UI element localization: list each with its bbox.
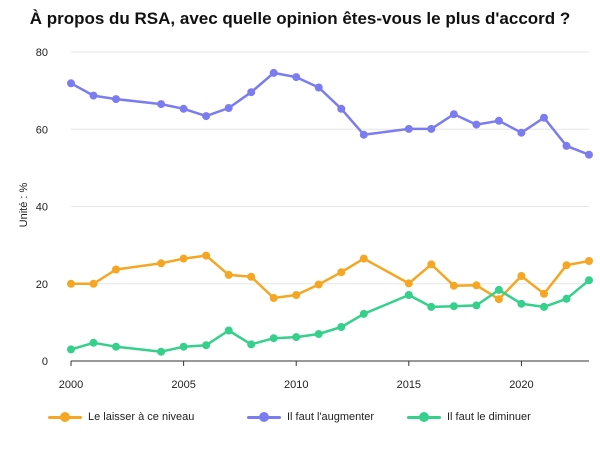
data-point xyxy=(517,299,526,308)
data-point xyxy=(202,341,211,350)
legend: Le laisser à ce niveau Il faut l'augment… xyxy=(0,410,600,432)
data-point xyxy=(179,254,188,263)
data-point xyxy=(517,128,526,137)
series-line xyxy=(69,279,591,353)
data-point xyxy=(224,104,233,112)
x-tick-label: 2000 xyxy=(59,379,83,391)
data-point xyxy=(540,302,548,311)
data-point xyxy=(540,289,548,298)
data-point xyxy=(89,279,98,288)
data-point xyxy=(269,68,278,77)
series-3 xyxy=(67,276,593,356)
data-point xyxy=(472,301,481,310)
series-line xyxy=(69,71,591,156)
data-point xyxy=(179,104,188,113)
data-point xyxy=(202,112,211,121)
x-tick-label: 2020 xyxy=(509,379,533,391)
data-point xyxy=(517,272,526,280)
data-point xyxy=(157,347,166,356)
data-point xyxy=(89,338,98,347)
data-point xyxy=(585,150,593,159)
x-tick-label: 2015 xyxy=(397,379,421,391)
data-point xyxy=(247,340,256,349)
legend-item-le-laisser[interactable]: Le laisser à ce niveau xyxy=(48,410,194,424)
data-point xyxy=(224,270,233,279)
series-1 xyxy=(67,251,593,304)
legend-label: Il faut le diminuer xyxy=(447,411,531,423)
x-tick-label: 2005 xyxy=(171,379,195,391)
data-point xyxy=(67,345,75,354)
data-point xyxy=(585,276,593,285)
legend-item-diminuer[interactable]: Il faut le diminuer xyxy=(407,410,531,424)
y-tick-label: 80 xyxy=(36,47,48,59)
legend-label: Le laisser à ce niveau xyxy=(88,411,195,423)
chart-title: À propos du RSA, avec quelle opinion ête… xyxy=(29,9,571,28)
data-point xyxy=(494,285,503,294)
data-point xyxy=(314,280,323,289)
data-point xyxy=(337,104,346,113)
data-point xyxy=(404,124,413,133)
data-point xyxy=(67,79,75,88)
data-point xyxy=(494,295,503,304)
data-point xyxy=(337,323,346,331)
data-point xyxy=(494,116,503,125)
data-point xyxy=(359,130,368,139)
data-point xyxy=(562,294,571,303)
data-point xyxy=(562,141,571,150)
data-point xyxy=(359,309,368,318)
series-line xyxy=(69,254,591,301)
data-point xyxy=(585,257,593,265)
data-point xyxy=(562,261,571,270)
data-point xyxy=(472,120,481,129)
data-point xyxy=(449,302,458,311)
data-point xyxy=(224,326,233,335)
data-point xyxy=(269,334,278,343)
data-point xyxy=(404,291,413,299)
data-point xyxy=(179,342,188,351)
data-point xyxy=(314,330,323,338)
data-point xyxy=(112,95,120,104)
data-point xyxy=(449,281,458,290)
data-point xyxy=(427,302,436,311)
data-point xyxy=(292,291,301,299)
legend-swatch xyxy=(48,410,82,424)
data-point xyxy=(112,342,120,351)
legend-label: Il faut l'augmenter xyxy=(287,411,375,423)
data-point xyxy=(472,281,481,290)
data-point xyxy=(269,294,278,302)
data-point xyxy=(202,251,211,260)
data-point xyxy=(427,124,436,133)
data-point xyxy=(449,110,458,119)
data-point xyxy=(540,113,548,122)
series-layer xyxy=(67,68,593,356)
data-point xyxy=(427,260,436,269)
line-chart: 0 20 40 60 80 2000 2005 2010 2015 2020 Unité : % xyxy=(18,47,593,391)
data-point xyxy=(157,259,166,268)
data-point xyxy=(67,279,75,288)
data-point xyxy=(314,83,323,92)
data-point xyxy=(292,73,301,82)
legend-swatch xyxy=(247,410,281,424)
data-point xyxy=(157,100,166,109)
data-point xyxy=(89,91,98,100)
gridlines xyxy=(71,51,589,285)
data-point xyxy=(247,88,256,97)
data-point xyxy=(404,279,413,288)
data-point xyxy=(292,333,301,342)
y-tick-label: 0 xyxy=(42,356,48,368)
axes: 0 20 40 60 80 2000 2005 2010 2015 2020 xyxy=(36,47,589,391)
data-point xyxy=(359,254,368,263)
y-axis-label: Unité : % xyxy=(18,182,30,227)
data-point xyxy=(337,268,346,277)
y-tick-label: 60 xyxy=(36,124,48,136)
x-tick-label: 2010 xyxy=(284,379,308,391)
legend-item-augmenter[interactable]: Il faut l'augmenter xyxy=(247,410,374,424)
y-tick-label: 40 xyxy=(36,202,48,214)
data-point xyxy=(247,272,256,281)
series-2 xyxy=(67,68,593,159)
data-point xyxy=(112,265,120,274)
y-tick-label: 20 xyxy=(36,279,48,291)
legend-swatch xyxy=(407,410,441,424)
